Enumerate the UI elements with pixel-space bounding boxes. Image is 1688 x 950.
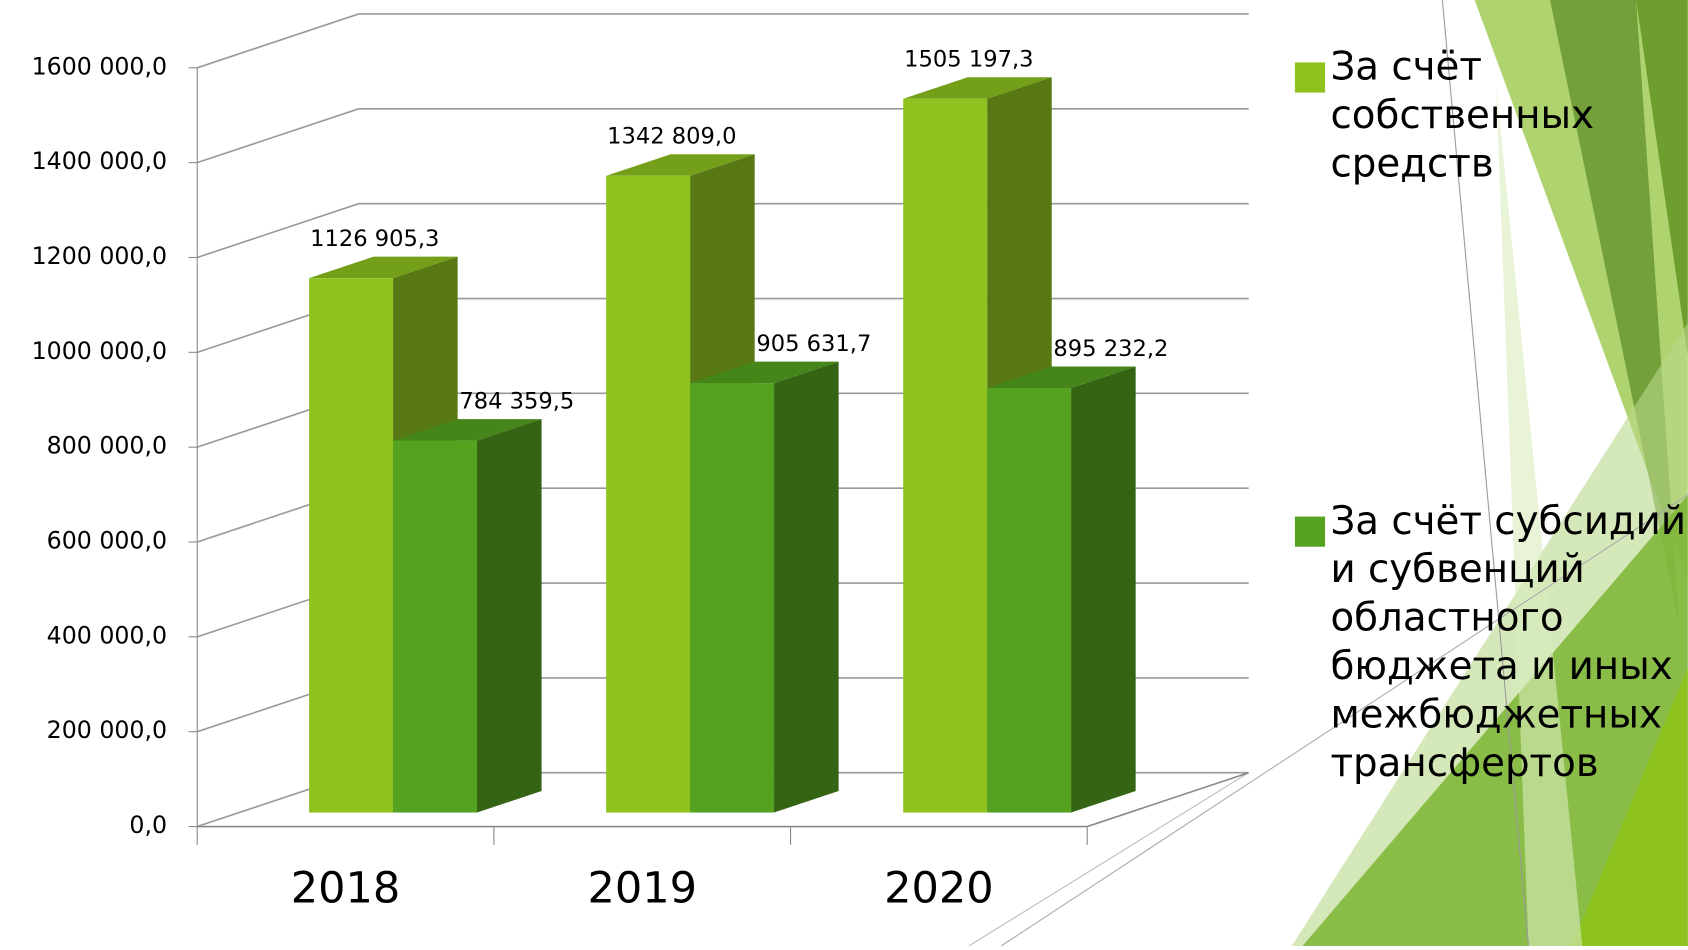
bar-front [690,383,774,812]
y-tick-label: 1000 000,0 [32,337,167,365]
page: {"chart_data":{"type":"bar3d", "categori… [0,0,1688,950]
bar-side [774,362,839,813]
value-label: 895 232,2 [1053,336,1168,362]
bar-side [1071,366,1136,812]
y-tick-label: 200 000,0 [47,716,167,744]
y-tick-label: 400 000,0 [47,621,167,649]
bar [690,362,839,813]
bar-front [606,176,690,813]
legend-label: За счёт субсидий и субвенций областного … [1330,497,1687,788]
value-label: 905 631,7 [756,331,871,357]
bar [393,419,542,812]
y-tick-label: 1400 000,0 [32,147,167,175]
value-label: 1342 809,0 [607,124,736,150]
bar [987,366,1136,812]
value-label: 784 359,5 [459,388,574,414]
plot-area: 0,0 200 000,0 400 000,0 600 000,0 800 000,0 1… [32,14,1688,946]
y-tick-label: 1600 000,0 [32,52,167,80]
x-tick-label: 2018 [291,864,401,914]
bar-front [393,441,477,813]
grid-line [197,14,1248,68]
x-tick-label: 2019 [587,864,697,914]
legend-entry: За счёт собственных средств [1330,43,1687,495]
legend-swatch [1295,62,1325,92]
chart: 0,0 200 000,0 400 000,0 600 000,0 800 000,0 1… [0,0,1688,946]
legend-label: За счёт собственных средств [1330,43,1687,188]
x-tick-label: 2020 [884,864,994,914]
y-tick-label: 800 000,0 [47,432,167,460]
bar-side [477,419,542,812]
y-tick-label: 600 000,0 [47,527,167,555]
y-tick-label: 1200 000,0 [32,242,167,270]
bar-front [987,388,1071,813]
legend-swatch [1295,517,1325,547]
legend-entry: За счёт субсидий и субвенций областного … [1330,497,1687,946]
bar-front [309,278,393,812]
value-label: 1505 197,3 [904,47,1033,73]
y-tick-label: 0,0 [129,811,167,839]
value-label: 1126 905,3 [310,226,439,252]
bar-front [903,99,987,813]
